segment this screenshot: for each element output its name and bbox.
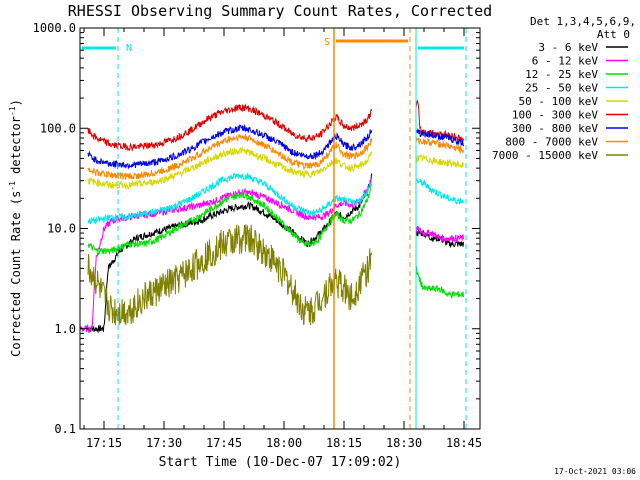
series-line-7 xyxy=(87,133,373,180)
x-tick-label-2: 17:45 xyxy=(206,436,242,450)
legend-label-2: 12 - 25 keV xyxy=(525,68,598,81)
series-line-5 xyxy=(87,103,373,152)
series-line-4-post-gap xyxy=(415,153,464,169)
y-tick-label-4: 1000.0 xyxy=(33,21,76,35)
x-tick-label-3: 18:00 xyxy=(266,436,302,450)
saa-label: S xyxy=(324,37,330,48)
generated-timestamp: 17-Oct-2021 03:06 xyxy=(554,467,636,476)
series-line-7-post-gap xyxy=(415,137,464,155)
series-line-4 xyxy=(87,145,373,190)
y-tick-label-2: 10.0 xyxy=(47,222,76,236)
series-line-2-post-gap xyxy=(415,265,464,299)
legend-label-4: 50 - 100 keV xyxy=(519,95,599,108)
orbit-annotations: NS xyxy=(79,28,467,429)
y-tick-label-0: 0.1 xyxy=(54,422,76,436)
legend-label-1: 6 - 12 keV xyxy=(532,55,599,68)
y-axis-label: Corrected Count Rate (s-1 detector-1) xyxy=(8,99,23,357)
x-tick-label-4: 18:15 xyxy=(326,436,362,450)
y-axis-label-part1: Corrected Count Rate (s xyxy=(9,191,23,357)
y-axis-label-part3: ) xyxy=(9,99,23,106)
legend-header-detectors: Det 1,3,4,5,6,9, xyxy=(530,15,636,28)
series-line-0 xyxy=(87,173,373,334)
night-label: N xyxy=(126,43,132,54)
legend-label-5: 100 - 300 keV xyxy=(512,109,598,122)
chart-title: RHESSI Observing Summary Count Rates, Co… xyxy=(68,2,492,20)
series-line-6 xyxy=(87,123,373,170)
y-axis-label-sup1: -1 xyxy=(8,181,17,191)
x-tick-label-1: 17:30 xyxy=(146,436,182,450)
legend-label-6: 300 - 800 keV xyxy=(512,122,598,135)
series-line-6-post-gap xyxy=(415,127,464,147)
x-tick-label-0: 17:15 xyxy=(86,436,122,450)
legend-label-3: 25 - 50 keV xyxy=(525,82,598,95)
plot-data xyxy=(79,99,464,334)
x-axis: 17:15 17:30 17:45 18:00 18:15 18:30 18:45 xyxy=(83,28,482,450)
legend-header-attenuator: Att 0 xyxy=(597,28,630,41)
y-tick-label-1: 1.0 xyxy=(54,322,76,336)
x-tick-label-6: 18:45 xyxy=(446,436,482,450)
y-axis: 0.1 1.0 10.0 100.0 1000.0 xyxy=(33,21,480,436)
series-line-3-post-gap xyxy=(415,177,464,205)
x-tick-label-5: 18:30 xyxy=(386,436,422,450)
series-line-8 xyxy=(87,224,373,326)
y-axis-label-sup2: -1 xyxy=(8,106,17,116)
series-line-1-post-gap xyxy=(415,225,464,243)
legend-label-7: 800 - 7000 keV xyxy=(505,136,598,149)
x-axis-label: Start Time (10-Dec-07 17:09:02) xyxy=(159,455,402,470)
series-line-3 xyxy=(87,172,373,225)
legend-label-8: 7000 - 15000 keV xyxy=(492,149,598,162)
series-line-2 xyxy=(87,183,373,256)
legend-label-0: 3 - 6 keV xyxy=(538,41,598,54)
y-tick-label-3: 100.0 xyxy=(40,121,76,135)
y-axis-label-part2: detector xyxy=(9,116,23,181)
